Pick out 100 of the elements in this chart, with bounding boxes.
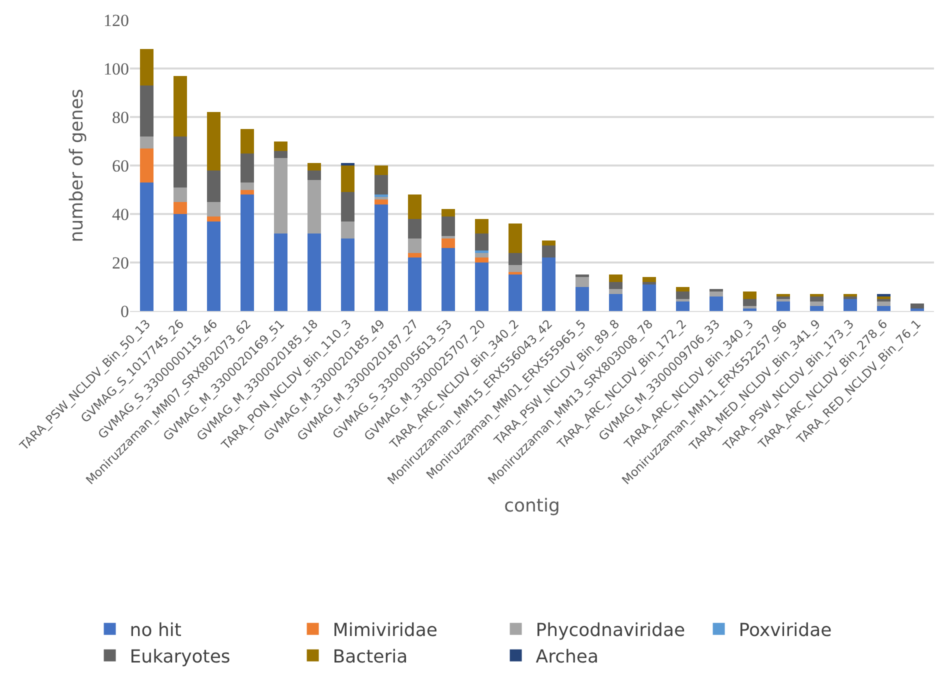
bar: [910, 304, 924, 309]
bar: [308, 233, 321, 311]
bar: [743, 306, 756, 309]
y-tick-label: 20: [112, 253, 129, 272]
bar: [776, 296, 790, 299]
bar: [341, 221, 354, 238]
bar: [408, 252, 422, 258]
y-tick-label: 120: [104, 10, 129, 30]
bar: [810, 301, 824, 306]
bar: [207, 112, 220, 170]
y-tick-label: 80: [112, 108, 129, 127]
bar: [408, 258, 422, 311]
bar: [642, 282, 656, 284]
bar: [877, 306, 890, 311]
bar: [576, 277, 589, 287]
bar: [207, 221, 220, 311]
bar: [442, 238, 455, 248]
legend-label: Bacteria: [332, 646, 408, 668]
y-axis-title: number of genes: [66, 88, 88, 242]
bar: [308, 180, 321, 234]
bar: [810, 296, 824, 302]
bar: [442, 236, 455, 238]
bar: [442, 248, 455, 311]
y-tick-label: 100: [104, 59, 129, 78]
bar: [240, 153, 254, 182]
bar: [676, 292, 690, 299]
bar: [341, 192, 354, 222]
bar: [475, 258, 488, 262]
bar: [174, 136, 187, 188]
bar: [743, 292, 756, 299]
legend-label: Phycodnaviridae: [536, 620, 686, 641]
y-tick-label: 60: [112, 156, 129, 176]
legend-label: Mimiviridae: [332, 620, 438, 641]
bar: [508, 224, 522, 253]
bar: [743, 298, 756, 306]
bar: [776, 301, 790, 311]
bar: [274, 233, 288, 311]
bar: [475, 262, 488, 311]
bar: [408, 194, 422, 219]
y-tick-label: 0: [120, 302, 129, 321]
bar: [676, 301, 690, 311]
bar: [542, 240, 556, 246]
bar: [508, 272, 522, 275]
bar: [274, 141, 288, 151]
bar: [140, 136, 154, 149]
legend-label: Poxviridae: [738, 620, 832, 641]
bar: [877, 301, 890, 306]
bar: [374, 166, 388, 176]
bar: [475, 233, 488, 250]
bar: [676, 298, 690, 302]
bar: [140, 148, 154, 182]
bar: [844, 298, 857, 311]
bar: [642, 284, 656, 311]
bar: [174, 202, 187, 214]
bar: [308, 170, 321, 180]
bar: [207, 202, 220, 216]
bar: [240, 194, 254, 311]
bar: [374, 175, 388, 195]
bar: [508, 264, 522, 272]
bar: [341, 238, 354, 311]
legend-label: no hit: [130, 620, 182, 641]
bar: [408, 218, 422, 238]
bar: [609, 294, 622, 311]
bar: [240, 182, 254, 190]
bar: [609, 289, 622, 294]
bar: [475, 218, 488, 234]
bar: [844, 296, 857, 299]
bar: [710, 289, 723, 292]
bar: [240, 190, 254, 195]
bar: [710, 292, 723, 296]
bar: [877, 298, 890, 302]
y-tick-label: 40: [112, 204, 129, 224]
bar: [542, 258, 556, 311]
bar: [642, 277, 656, 282]
bar: [207, 216, 220, 222]
bar: [140, 49, 154, 86]
bar: [508, 252, 522, 265]
bar: [374, 194, 388, 198]
bar: [609, 274, 622, 282]
bar: [274, 150, 288, 158]
bar: [508, 274, 522, 311]
bar: [174, 187, 187, 202]
bar: [576, 274, 589, 278]
bar: [542, 246, 556, 258]
bar: [274, 158, 288, 234]
bar: [207, 170, 220, 202]
bar: [475, 252, 488, 258]
bar: [174, 214, 187, 311]
legend-label: Eukaryotes: [130, 646, 230, 668]
bar: [676, 286, 690, 292]
x-axis-title: contig: [504, 495, 560, 516]
bar: [140, 182, 154, 311]
bar: [308, 163, 321, 170]
bar: [609, 282, 622, 290]
bar: [374, 204, 388, 311]
bar: [776, 298, 790, 302]
bar: [810, 306, 824, 311]
bar: [475, 250, 488, 253]
bar: [240, 129, 254, 154]
bar: [341, 166, 354, 192]
